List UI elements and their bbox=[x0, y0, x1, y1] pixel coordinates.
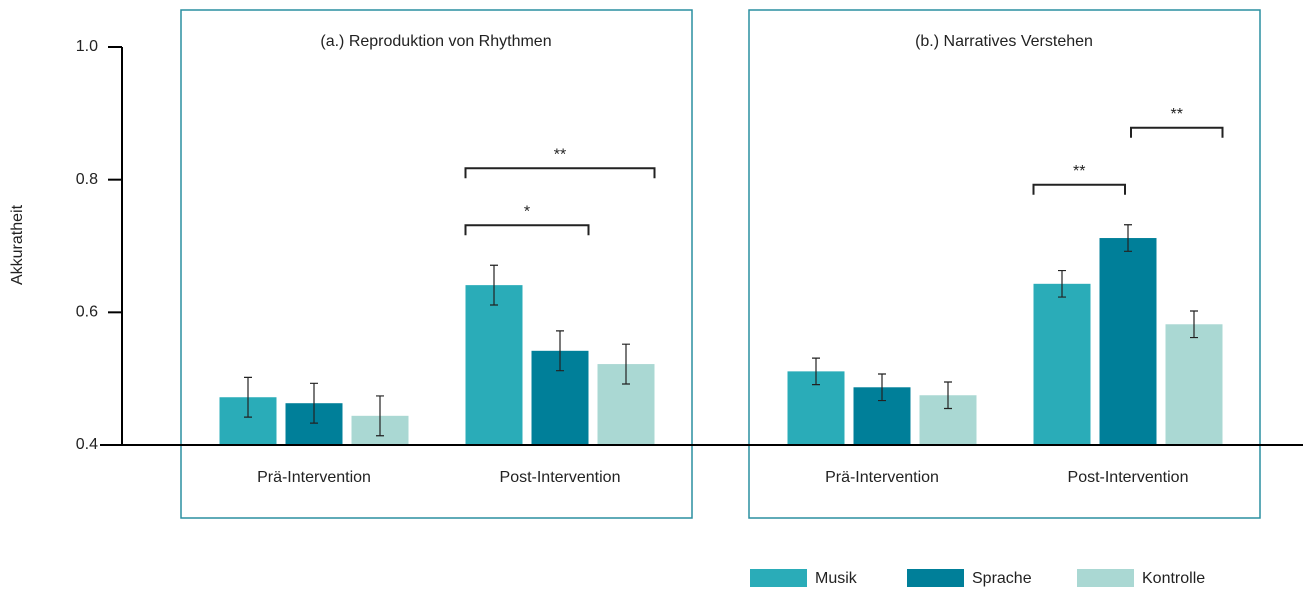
significance-label: ** bbox=[1171, 106, 1183, 123]
legend-label: Kontrolle bbox=[1142, 570, 1205, 587]
error-bar bbox=[376, 395, 384, 437]
error-bar bbox=[490, 264, 498, 306]
error-bar bbox=[1058, 269, 1066, 298]
panel-title: (b.) Narratives Verstehen bbox=[915, 33, 1093, 50]
bar bbox=[1033, 283, 1091, 445]
x-tick-label: Prä-Intervention bbox=[825, 469, 939, 486]
x-tick-label: Post-Intervention bbox=[1068, 469, 1189, 486]
significance-bracket bbox=[464, 167, 656, 179]
significance-label: ** bbox=[1073, 163, 1085, 180]
significance-bracket bbox=[1130, 126, 1224, 138]
error-bar bbox=[244, 376, 252, 418]
error-bar bbox=[622, 343, 630, 385]
y-tick-label: 0.4 bbox=[76, 436, 98, 453]
error-bar bbox=[310, 382, 318, 424]
legend-swatch bbox=[907, 569, 964, 587]
legend-label: Musik bbox=[815, 570, 858, 587]
panel-frame bbox=[180, 9, 693, 519]
legend-swatch bbox=[750, 569, 807, 587]
significance-label: * bbox=[524, 203, 530, 220]
significance-bracket bbox=[1032, 183, 1126, 195]
legend-swatch bbox=[1077, 569, 1134, 587]
panel-title: (a.) Reproduktion von Rhythmen bbox=[320, 33, 551, 50]
error-bar bbox=[1124, 224, 1132, 252]
panel-frame bbox=[748, 9, 1261, 519]
x-tick-label: Post-Intervention bbox=[500, 469, 621, 486]
error-bar bbox=[1190, 310, 1198, 339]
error-bar bbox=[812, 357, 820, 386]
bar bbox=[465, 285, 523, 445]
y-tick-label: 0.8 bbox=[76, 171, 98, 188]
y-tick-label: 0.6 bbox=[76, 304, 98, 321]
bar bbox=[1099, 238, 1157, 445]
bar bbox=[1165, 324, 1223, 445]
legend-label: Sprache bbox=[972, 570, 1032, 587]
significance-label: ** bbox=[554, 146, 566, 163]
error-bar bbox=[878, 373, 886, 402]
error-bar bbox=[944, 381, 952, 410]
y-tick-label: 1.0 bbox=[76, 38, 98, 55]
x-tick-label: Prä-Intervention bbox=[257, 469, 371, 486]
significance-bracket bbox=[464, 224, 590, 236]
y-axis-label: Akkuratheit bbox=[9, 204, 26, 285]
error-bar bbox=[556, 330, 564, 372]
